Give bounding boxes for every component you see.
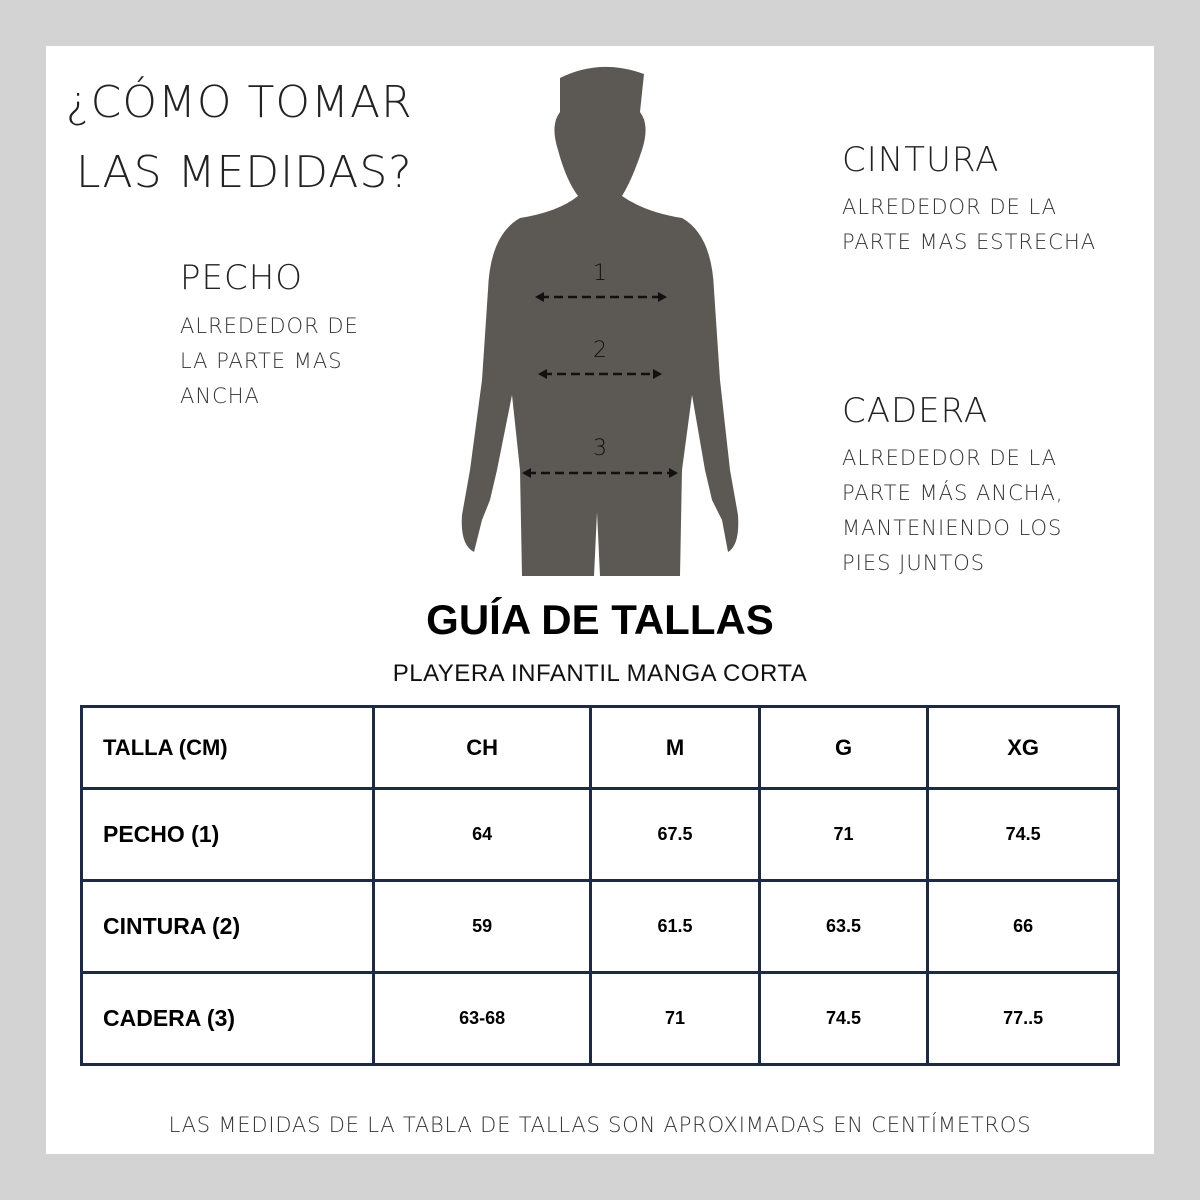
size-table: TALLA (CM) CH M G XG PECHO (1) 64 67.5 7… bbox=[80, 705, 1120, 1066]
cadera-title: CADERA bbox=[842, 391, 989, 431]
table-cell: 67.5 bbox=[589, 787, 761, 882]
footer-note: LAS MEDIDAS DE LA TABLA DE TALLAS SON AP… bbox=[168, 1113, 1032, 1137]
pecho-desc: ALREDEDOR DE LA PARTE MAS ANCHA bbox=[180, 309, 359, 414]
row-label: CINTURA (2) bbox=[80, 879, 375, 974]
desc-line: LA PARTE MAS bbox=[180, 349, 343, 373]
desc-line: ANCHA bbox=[180, 384, 260, 408]
guide-title: GUÍA DE TALLAS bbox=[426, 596, 774, 643]
cadera-desc: ALREDEDOR DE LA PARTE MÁS ANCHA, MANTENI… bbox=[842, 441, 1064, 581]
table-cell: 71 bbox=[757, 787, 930, 882]
row-label: PECHO (1) bbox=[80, 787, 375, 882]
guide-subtitle: PLAYERA INFANTIL MANGA CORTA bbox=[392, 660, 808, 687]
header-cell: G bbox=[757, 705, 930, 790]
table-cell: 61.5 bbox=[589, 879, 761, 974]
marker-3: 3 bbox=[593, 436, 607, 461]
table-cell: 63.5 bbox=[757, 879, 930, 974]
table-row: PECHO (1) 64 67.5 71 74.5 bbox=[80, 787, 1120, 882]
desc-line: ALREDEDOR DE LA bbox=[842, 195, 1057, 219]
table-cell: 64 bbox=[371, 787, 593, 882]
cintura-desc: ALREDEDOR DE LA PARTE MAS ESTRECHA bbox=[842, 190, 1096, 260]
table-cell: 66 bbox=[926, 879, 1120, 974]
table-header-row: TALLA (CM) CH M G XG bbox=[80, 705, 1120, 790]
measure-lines bbox=[527, 295, 673, 475]
table-cell: 74.5 bbox=[757, 971, 930, 1066]
header-cell: TALLA (CM) bbox=[80, 705, 375, 790]
silhouette-shape bbox=[461, 66, 739, 576]
table-cell: 59 bbox=[371, 879, 593, 974]
header-cell: XG bbox=[926, 705, 1120, 790]
table-row: CINTURA (2) 59 61.5 63.5 66 bbox=[80, 879, 1120, 974]
table-cell: 77..5 bbox=[926, 971, 1120, 1066]
header-cell: CH bbox=[371, 705, 593, 790]
heading-line-1: ¿CÓMO TOMAR bbox=[66, 77, 413, 128]
header-cell: M bbox=[589, 705, 761, 790]
desc-line: MANTENIENDO LOS bbox=[842, 516, 1063, 540]
marker-2: 2 bbox=[593, 338, 607, 363]
desc-line: PARTE MAS ESTRECHA bbox=[842, 230, 1097, 254]
heading-line-2: LAS MEDIDAS? bbox=[76, 147, 413, 198]
desc-line: ALREDEDOR DE bbox=[180, 314, 359, 338]
table-cell: 74.5 bbox=[926, 787, 1120, 882]
marker-1: 1 bbox=[593, 261, 607, 286]
table-cell: 63-68 bbox=[371, 971, 593, 1066]
desc-line: PIES JUNTOS bbox=[842, 551, 986, 575]
body-silhouette-illustration: 1 2 3 bbox=[461, 66, 739, 576]
desc-line: ALREDEDOR DE LA bbox=[842, 446, 1057, 470]
table-cell: 71 bbox=[589, 971, 761, 1066]
row-label: CADERA (3) bbox=[80, 971, 375, 1066]
table-row: CADERA (3) 63-68 71 74.5 77..5 bbox=[80, 971, 1120, 1066]
pecho-title: PECHO bbox=[180, 258, 304, 298]
desc-line: PARTE MÁS ANCHA, bbox=[842, 481, 1064, 505]
cintura-title: CINTURA bbox=[842, 140, 1000, 180]
